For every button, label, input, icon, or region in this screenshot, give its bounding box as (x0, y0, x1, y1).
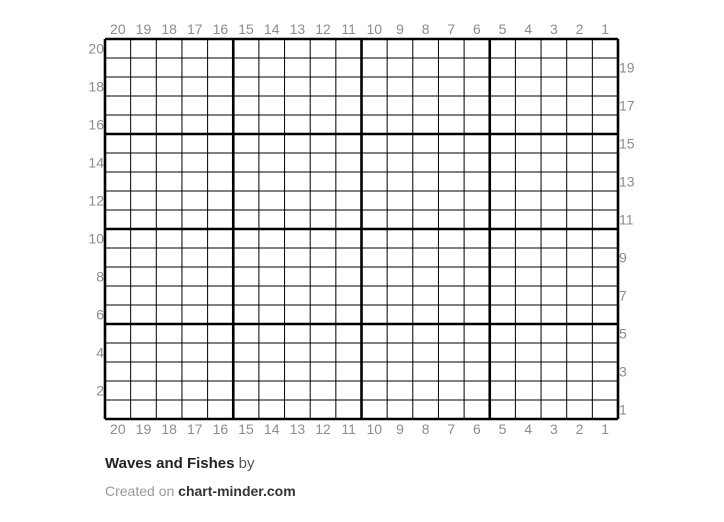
svg-text:1: 1 (601, 421, 609, 437)
svg-text:9: 9 (396, 421, 404, 437)
svg-text:13: 13 (290, 21, 306, 37)
svg-text:8: 8 (422, 421, 430, 437)
svg-text:18: 18 (161, 21, 177, 37)
svg-text:12: 12 (315, 21, 331, 37)
svg-text:9: 9 (619, 250, 627, 266)
svg-text:7: 7 (447, 421, 455, 437)
svg-text:19: 19 (619, 60, 635, 76)
svg-text:20: 20 (110, 421, 126, 437)
svg-text:14: 14 (264, 21, 280, 37)
svg-text:11: 11 (341, 21, 356, 37)
svg-text:11: 11 (341, 421, 356, 437)
svg-text:10: 10 (367, 421, 383, 437)
svg-text:7: 7 (447, 21, 455, 37)
svg-text:4: 4 (524, 421, 532, 437)
svg-text:1: 1 (619, 402, 627, 418)
svg-text:17: 17 (187, 421, 203, 437)
svg-text:1: 1 (601, 21, 609, 37)
svg-text:13: 13 (290, 421, 306, 437)
svg-text:3: 3 (550, 21, 558, 37)
svg-text:9: 9 (396, 21, 404, 37)
svg-text:15: 15 (619, 136, 635, 152)
svg-text:7: 7 (619, 288, 627, 304)
svg-text:20: 20 (110, 21, 126, 37)
svg-text:8: 8 (96, 269, 104, 285)
svg-text:17: 17 (619, 98, 635, 114)
svg-text:12: 12 (88, 193, 104, 209)
svg-text:2: 2 (96, 383, 104, 399)
svg-text:10: 10 (367, 21, 383, 37)
svg-text:8: 8 (422, 21, 430, 37)
svg-text:14: 14 (88, 155, 104, 171)
svg-text:4: 4 (96, 345, 104, 361)
svg-text:15: 15 (238, 421, 254, 437)
svg-text:12: 12 (315, 421, 331, 437)
svg-text:5: 5 (619, 326, 627, 342)
svg-text:16: 16 (213, 421, 229, 437)
svg-text:17: 17 (187, 21, 203, 37)
svg-text:14: 14 (264, 421, 280, 437)
svg-text:3: 3 (550, 421, 558, 437)
svg-text:18: 18 (88, 79, 104, 95)
svg-text:10: 10 (88, 231, 104, 247)
svg-text:11: 11 (619, 212, 634, 228)
svg-text:16: 16 (213, 21, 229, 37)
svg-text:2: 2 (576, 21, 584, 37)
svg-text:6: 6 (473, 21, 481, 37)
svg-text:2: 2 (576, 421, 584, 437)
svg-text:13: 13 (619, 174, 635, 190)
svg-text:19: 19 (136, 421, 152, 437)
svg-text:20: 20 (88, 41, 104, 57)
svg-text:15: 15 (238, 21, 254, 37)
svg-text:18: 18 (161, 421, 177, 437)
svg-text:6: 6 (473, 421, 481, 437)
svg-text:16: 16 (88, 117, 104, 133)
svg-text:4: 4 (524, 21, 532, 37)
svg-text:5: 5 (499, 421, 507, 437)
svg-text:6: 6 (96, 307, 104, 323)
svg-text:3: 3 (619, 364, 627, 380)
svg-text:19: 19 (136, 21, 152, 37)
svg-text:5: 5 (499, 21, 507, 37)
